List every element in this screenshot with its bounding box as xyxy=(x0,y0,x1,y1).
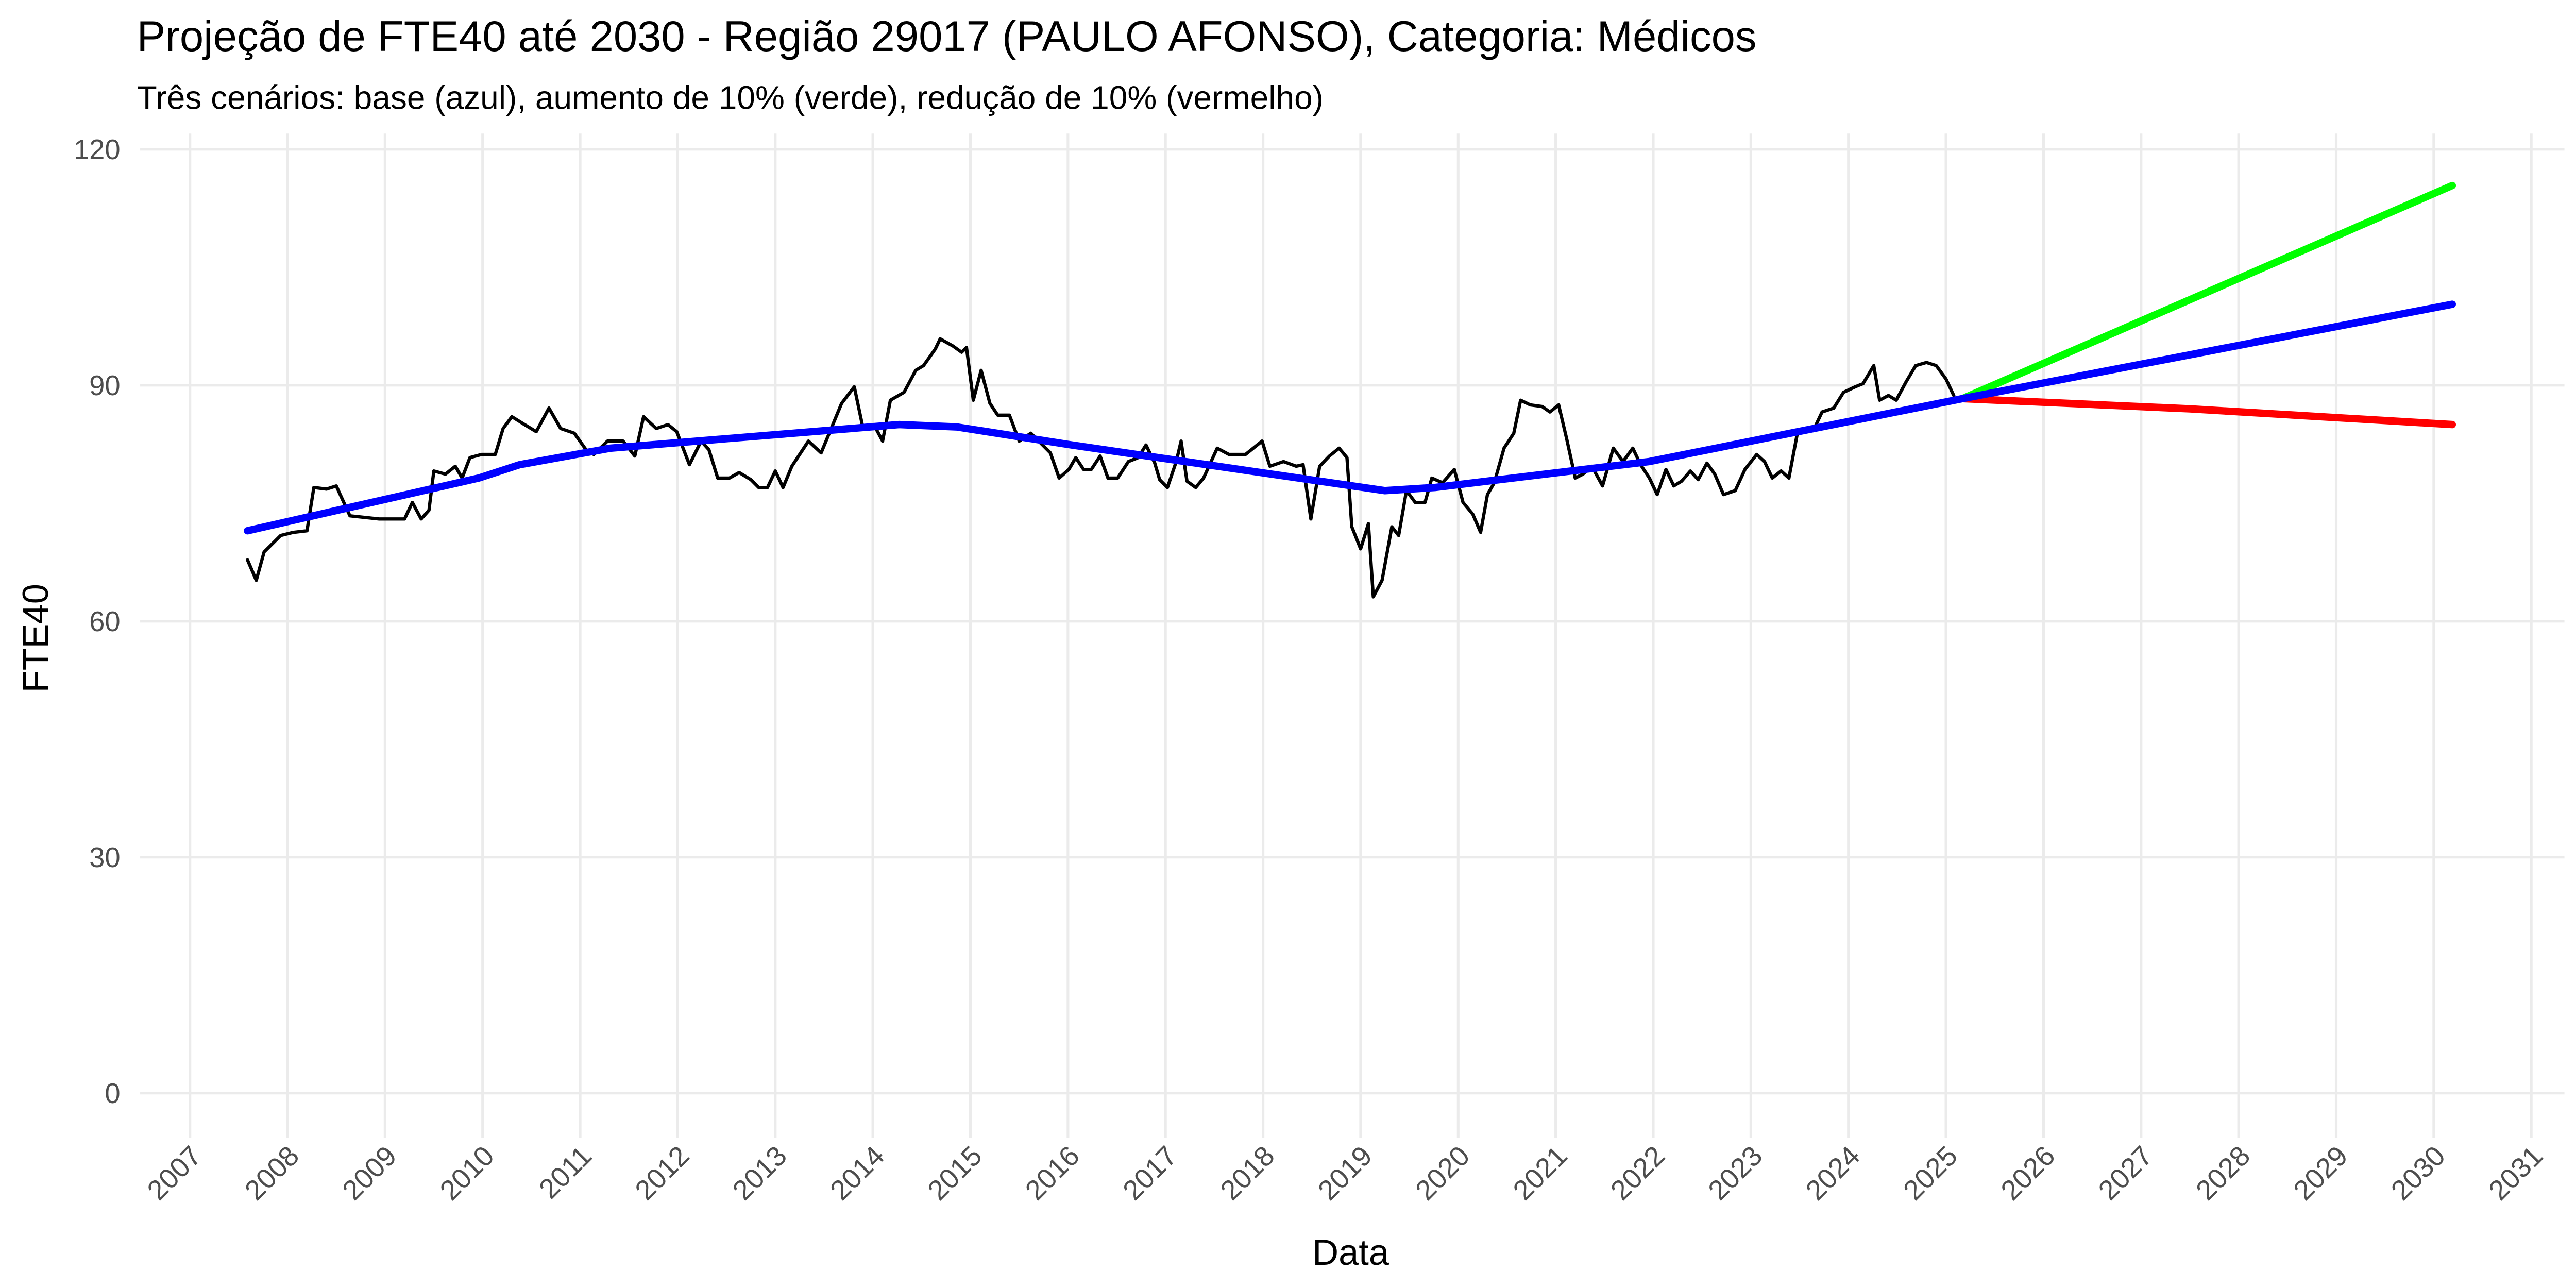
grid-layer xyxy=(140,133,2565,1138)
y-tick-label: 30 xyxy=(89,842,121,873)
chart-title: Projeção de FTE40 até 2030 - Região 2901… xyxy=(137,12,1757,60)
chart-subtitle: Três cenários: base (azul), aumento de 1… xyxy=(137,79,1324,116)
y-tick-label: 120 xyxy=(74,134,121,165)
y-axis-label: FTE40 xyxy=(15,584,56,692)
y-tick-label: 0 xyxy=(105,1078,120,1109)
series-line xyxy=(1959,395,2456,429)
x-axis-label: Data xyxy=(1312,1232,1389,1273)
lines-layer xyxy=(244,181,2456,599)
series-line xyxy=(244,300,2456,535)
series-line xyxy=(1959,181,2456,402)
y-tick-label: 90 xyxy=(89,370,121,401)
y-tick-label: 60 xyxy=(89,606,121,637)
